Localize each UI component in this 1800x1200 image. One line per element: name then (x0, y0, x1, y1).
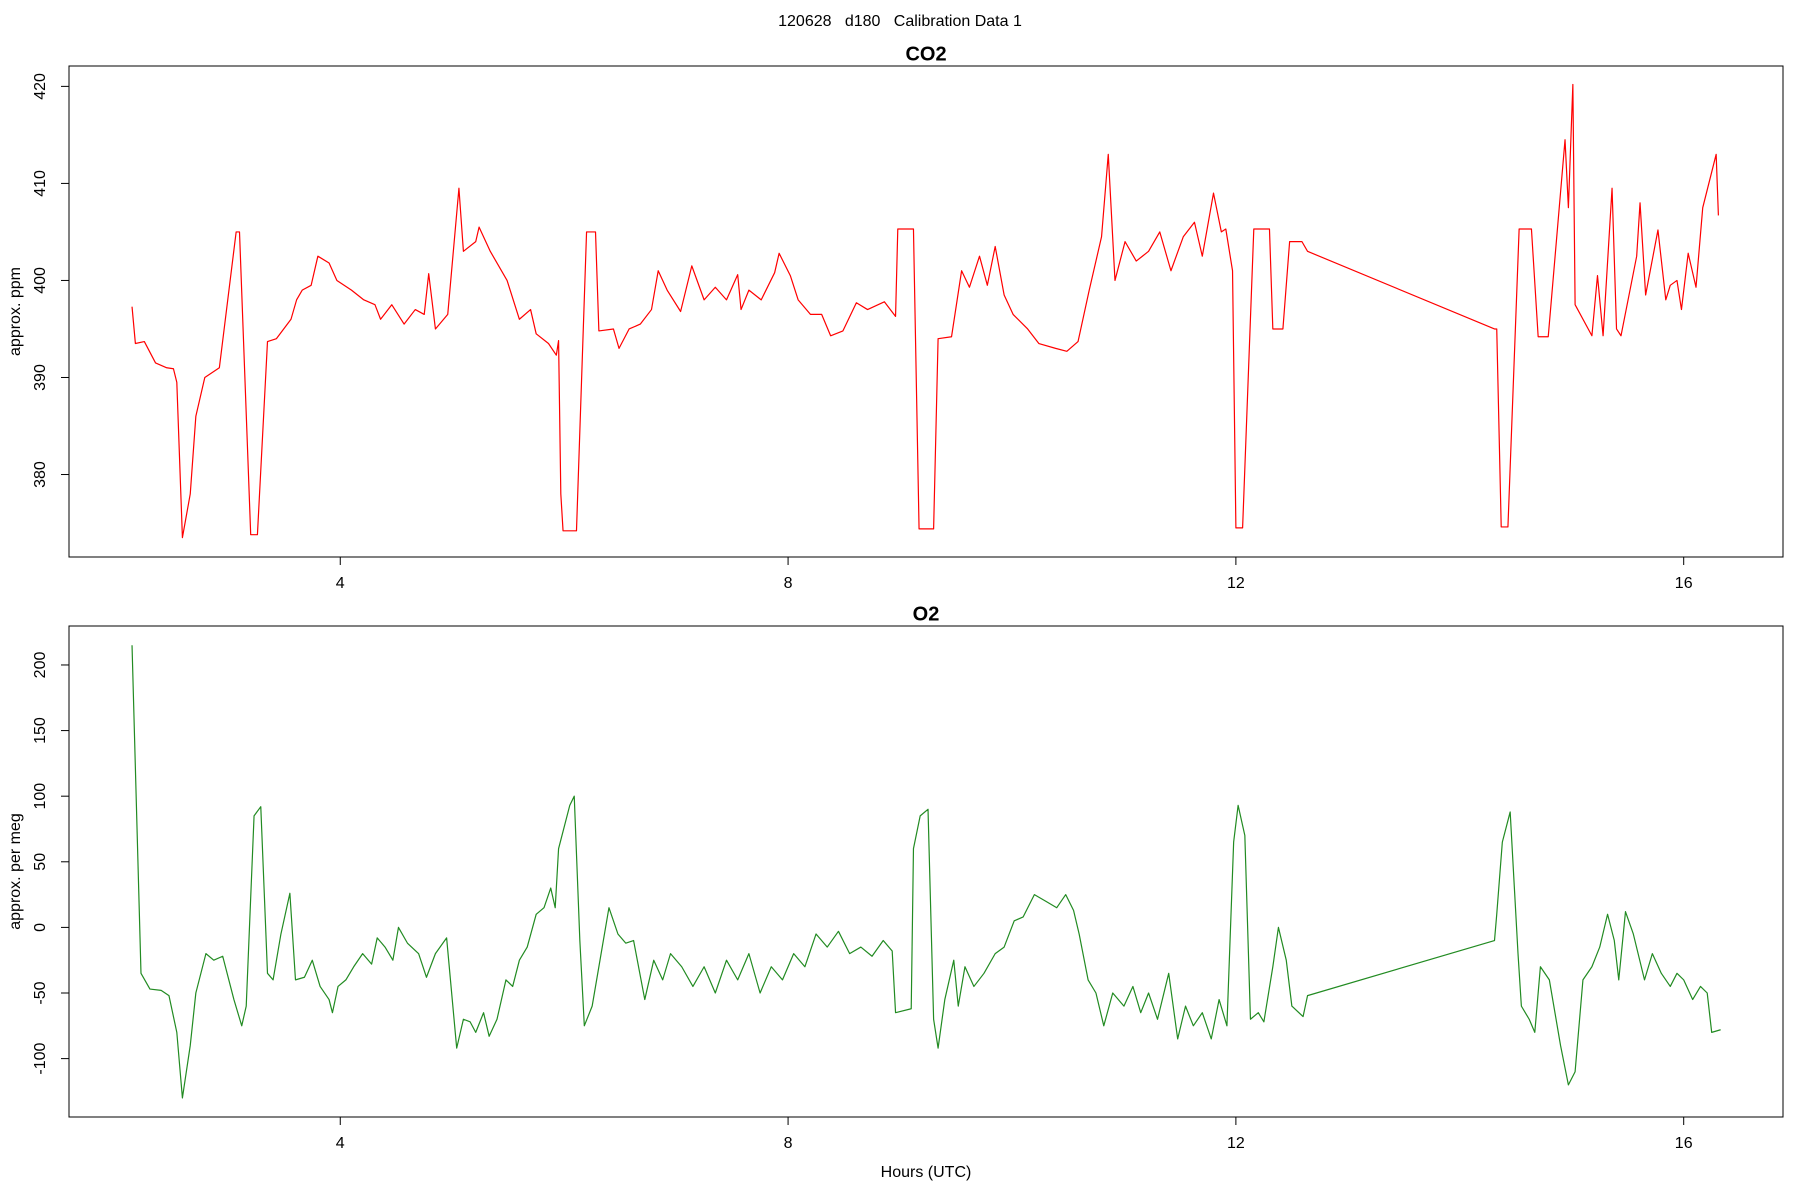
panel-title: CO2 (905, 43, 946, 65)
x-tick-label: 8 (784, 1135, 793, 1152)
x-tick-label: 16 (1675, 575, 1693, 592)
y-tick-label: 410 (32, 170, 49, 197)
page-title: 120628 d180 Calibration Data 1 (778, 13, 1022, 30)
y-axis-label: approx. per meg (7, 813, 24, 930)
y-tick-label: 200 (32, 652, 49, 679)
y-tick-label: 380 (32, 461, 49, 488)
y-tick-label: 400 (32, 267, 49, 294)
y-tick-label: 390 (32, 364, 49, 391)
plot-frame (68, 65, 1784, 558)
x-axis-label: Hours (UTC) (881, 1164, 972, 1181)
data-line (131, 645, 1721, 1099)
y-tick-label: 420 (32, 73, 49, 100)
plot-frame (68, 625, 1784, 1118)
y-tick-label: 150 (32, 717, 49, 744)
data-line (131, 83, 1719, 539)
y-tick-label: -100 (32, 1043, 49, 1075)
x-tick-label: 4 (336, 575, 345, 592)
x-tick-label: 8 (784, 575, 793, 592)
y-tick-label: -50 (32, 981, 49, 1004)
panel-title: O2 (913, 603, 940, 625)
y-axis-label: approx. ppm (7, 267, 24, 356)
y-tick-label: 100 (32, 783, 49, 810)
x-tick-label: 16 (1675, 1135, 1693, 1152)
y-tick-label: 50 (32, 853, 49, 871)
y-tick-label: 0 (32, 923, 49, 932)
x-tick-label: 12 (1227, 1135, 1245, 1152)
x-tick-label: 4 (336, 1135, 345, 1152)
x-tick-label: 12 (1227, 575, 1245, 592)
